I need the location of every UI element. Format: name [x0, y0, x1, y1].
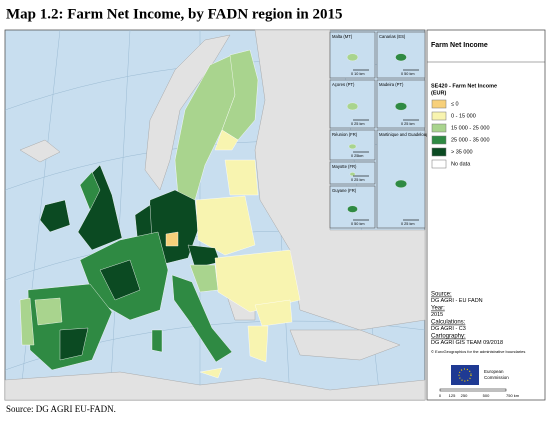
- inset-scale: 0 25 km: [401, 122, 415, 126]
- inset-scale: 0 25 km: [351, 122, 365, 126]
- scale-label: 125: [449, 393, 456, 398]
- inset-scale: 0 25 km: [351, 178, 365, 182]
- legend-swatch: [431, 99, 447, 109]
- inset-land: [346, 53, 359, 62]
- inset-scale: 0 50 km: [351, 222, 365, 226]
- legend: ≤ 0 0 - 15 000 15 000 - 25 000 25 000 - 35 …: [431, 99, 490, 169]
- eu-stars: [458, 368, 472, 382]
- map-title: Map 1.2: Farm Net Income, by FADN region…: [6, 6, 343, 22]
- legend-label: > 35 000: [451, 149, 473, 155]
- credit-text: 2015: [431, 312, 443, 318]
- credits: Source:DG AGRI - EU FADN Year:2015 Calcula…: [431, 292, 503, 346]
- logo-text: European: [484, 369, 504, 374]
- legend-panel: [426, 29, 546, 401]
- region: [195, 195, 256, 256]
- inset-land: [395, 53, 407, 62]
- region: [19, 297, 35, 346]
- legend-label: 15 000 - 25 000: [451, 125, 490, 131]
- credit-text: DG AGRI - C3: [431, 326, 466, 332]
- legend-swatch: [431, 111, 447, 121]
- region: [151, 329, 163, 353]
- scale-bar-body: [439, 388, 507, 392]
- scale-label: 250: [461, 393, 468, 398]
- copyright: © EuroGeographics for the administrative…: [431, 349, 525, 354]
- region: [39, 199, 71, 233]
- inset-label: Malta (MT): [332, 34, 353, 39]
- insets: Malta (MT) 0 10 km Canarias (ES) 0 50 km Aço…: [329, 31, 441, 229]
- region: [214, 129, 239, 151]
- region: [189, 264, 219, 293]
- scale-label: 750 km: [506, 393, 520, 398]
- inset-land: [395, 179, 407, 188]
- region: [59, 327, 89, 361]
- scale-bar: 0 125 250 500 750 km: [439, 388, 520, 398]
- inset-scale: 0 25 km: [401, 222, 415, 226]
- credit-heading: Year:: [431, 306, 445, 312]
- legend-label: 0 - 15 000: [451, 113, 476, 119]
- scale-label: 500: [483, 393, 490, 398]
- credit-heading: Calculations:: [431, 320, 466, 326]
- inset-scale: 0 10 km: [351, 72, 365, 76]
- inset-land: [346, 102, 359, 111]
- inset-frame: [376, 129, 426, 229]
- credit-text: DG AGRI GIS TEAM 09/2018: [431, 340, 503, 346]
- inset-label: Açores (PT): [332, 82, 355, 87]
- region: [221, 49, 259, 141]
- inset-scale: 0 25km: [351, 154, 363, 158]
- inset-label: Mayotte (FR): [332, 164, 357, 169]
- inset-label: Guyane (FR): [332, 188, 357, 193]
- region: [247, 325, 269, 363]
- legend-label: 25 000 - 35 000: [451, 137, 490, 143]
- region: [254, 299, 293, 327]
- region: [99, 259, 141, 301]
- legend-swatch: [431, 123, 447, 133]
- logo: European Commission: [451, 365, 509, 385]
- region: [79, 171, 101, 211]
- credit-heading: Source:: [431, 292, 452, 298]
- inset-label: Madeira (PT): [379, 82, 404, 87]
- inset-land: [349, 172, 356, 177]
- credit-heading: Cartography:: [431, 334, 466, 340]
- logo-text: Commission: [484, 375, 509, 380]
- legend-label: ≤ 0: [451, 101, 459, 107]
- legend-swatch: [431, 135, 447, 145]
- inset-land: [348, 143, 357, 150]
- region: [224, 159, 259, 196]
- footer: Source: DG AGRI EU-FADN.: [6, 404, 116, 414]
- inset-label: Canarias (ES): [379, 34, 406, 39]
- inset-label: Martinique and Guadeloupe (FR): [379, 132, 441, 137]
- region: [171, 274, 233, 363]
- legend-label: No data: [451, 161, 471, 167]
- eu-flag: [451, 365, 479, 385]
- legend-heading: Farm Net Income: [431, 42, 488, 49]
- legend-swatch: [431, 147, 447, 157]
- legend-unit: (EUR): [431, 90, 446, 96]
- inset-land: [347, 205, 358, 213]
- inset-label: Réunion (FR): [332, 132, 358, 137]
- region: [165, 231, 179, 247]
- scale-label: 0: [439, 393, 442, 398]
- credit-text: DG AGRI - EU FADN: [431, 298, 483, 304]
- region: [34, 297, 63, 326]
- legend-swatch: [431, 159, 447, 169]
- inset-scale: 0 50 km: [401, 72, 415, 76]
- regions: [19, 49, 301, 379]
- inset-land: [395, 102, 407, 111]
- legend-title: SE420 - Farm Net Income: [431, 83, 497, 89]
- region: [199, 367, 223, 379]
